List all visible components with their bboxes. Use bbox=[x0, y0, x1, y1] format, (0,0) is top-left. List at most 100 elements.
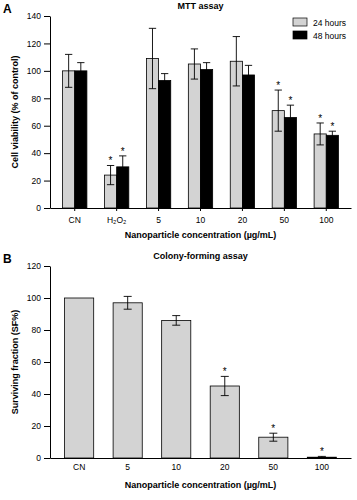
tick-mark bbox=[44, 153, 50, 154]
x-tick: 50 bbox=[269, 458, 279, 472]
y-tick: 140 bbox=[27, 11, 50, 21]
x-tick: 10 bbox=[171, 458, 181, 472]
y-tick: 80 bbox=[32, 94, 50, 104]
tick-mark bbox=[44, 208, 50, 209]
error-cap bbox=[287, 129, 294, 130]
tick-mark bbox=[44, 330, 50, 331]
legend: 24 hours 48 hours bbox=[293, 18, 346, 41]
bar bbox=[326, 135, 338, 208]
bar bbox=[113, 303, 142, 458]
y-tick: 60 bbox=[32, 357, 50, 367]
error-cap bbox=[191, 79, 198, 80]
y-axis-title: Surviving fraction (SF%) bbox=[10, 310, 20, 415]
x-tick: 20 bbox=[238, 208, 248, 225]
y-tick: 120 bbox=[27, 261, 50, 271]
significance: * bbox=[288, 95, 292, 106]
error-cap bbox=[269, 441, 277, 442]
tick-label: 5 bbox=[156, 215, 161, 225]
error-cap bbox=[203, 62, 210, 63]
x-axis-title: Nanoparticle concentration (µg/mL) bbox=[125, 480, 277, 490]
legend-item: 24 hours bbox=[293, 18, 346, 28]
error-cap bbox=[124, 309, 132, 310]
figure: 020406080100120140CNH₂O₂5102050100******… bbox=[0, 0, 357, 500]
tick-label: 20 bbox=[238, 215, 248, 225]
error-bar bbox=[77, 63, 84, 79]
error-line bbox=[152, 28, 153, 88]
error-bar bbox=[269, 433, 277, 441]
error-line bbox=[273, 433, 274, 441]
y-axis: 020406080100120 bbox=[27, 261, 51, 463]
axis-line bbox=[50, 267, 51, 459]
y-tick: 20 bbox=[32, 176, 50, 186]
y-tick: 80 bbox=[32, 325, 50, 335]
error-bar bbox=[124, 296, 132, 309]
bar bbox=[75, 71, 87, 208]
tick-label: 100 bbox=[315, 462, 329, 472]
tick-label: 120 bbox=[27, 261, 41, 271]
tick-mark bbox=[44, 362, 50, 363]
title: MTT assay bbox=[177, 1, 223, 11]
error-line bbox=[278, 90, 279, 131]
error-cap bbox=[318, 458, 326, 459]
y-axis-title: Cell viability (% of control) bbox=[10, 55, 20, 168]
bar bbox=[201, 69, 213, 208]
y-tick: 60 bbox=[32, 121, 50, 131]
title: Colony-forming assay bbox=[153, 251, 248, 261]
tick-label: 140 bbox=[27, 11, 41, 21]
error-bar bbox=[149, 28, 156, 88]
legend-swatch bbox=[293, 18, 307, 26]
error-cap bbox=[172, 315, 180, 316]
tick-label: 0 bbox=[36, 453, 41, 463]
panel: 020406080100120CN5102050100***Colony-for… bbox=[3, 251, 352, 490]
error-line bbox=[236, 37, 237, 86]
legend-item: 48 hours bbox=[293, 31, 346, 41]
tick-label: 100 bbox=[27, 66, 41, 76]
bar bbox=[162, 320, 191, 458]
tick-label: 60 bbox=[32, 357, 42, 367]
tick-mark bbox=[44, 266, 50, 267]
tick-label: 50 bbox=[280, 215, 290, 225]
error-line bbox=[80, 63, 81, 79]
y-tick: 100 bbox=[27, 293, 50, 303]
significance: * bbox=[320, 446, 324, 457]
error-line bbox=[320, 123, 321, 145]
bar bbox=[159, 80, 171, 208]
error-bar bbox=[287, 105, 294, 130]
bar bbox=[314, 134, 326, 208]
y-axis: 020406080100120140 bbox=[27, 11, 51, 213]
x-tick: CN bbox=[73, 458, 85, 472]
error-line bbox=[164, 74, 165, 88]
bar bbox=[63, 71, 75, 208]
tick-label: 120 bbox=[27, 39, 41, 49]
error-line bbox=[224, 376, 225, 395]
error-bar bbox=[172, 316, 180, 326]
tick-mark bbox=[44, 71, 50, 72]
error-cap bbox=[124, 296, 132, 297]
x-tick: 100 bbox=[315, 458, 329, 472]
legend-label: 24 hours bbox=[313, 18, 346, 28]
tick-label: 0 bbox=[36, 203, 41, 213]
y-tick: 40 bbox=[32, 389, 50, 399]
x-tick: 50 bbox=[280, 208, 290, 225]
tick-mark bbox=[44, 98, 50, 99]
significance: * bbox=[318, 113, 322, 124]
x-tick: CN bbox=[69, 208, 81, 225]
x-axis: CNH₂O₂5102050100 bbox=[51, 208, 352, 225]
panel: 020406080100120140CNH₂O₂5102050100******… bbox=[3, 1, 352, 240]
tick-mark bbox=[44, 16, 50, 17]
tick-mark bbox=[116, 208, 117, 211]
error-cap bbox=[77, 79, 84, 80]
error-bar bbox=[233, 37, 240, 86]
tick-label: 80 bbox=[32, 94, 42, 104]
error-cap bbox=[119, 177, 126, 178]
panel-label: B bbox=[3, 252, 12, 266]
error-cap bbox=[275, 131, 282, 132]
tick-mark bbox=[44, 458, 50, 459]
x-axis: CN5102050100 bbox=[51, 458, 352, 472]
error-bar bbox=[65, 54, 72, 87]
legend-swatch bbox=[293, 31, 307, 39]
tick-mark bbox=[44, 394, 50, 395]
error-line bbox=[110, 165, 111, 184]
tick-mark bbox=[44, 126, 50, 127]
error-cap bbox=[107, 184, 114, 185]
